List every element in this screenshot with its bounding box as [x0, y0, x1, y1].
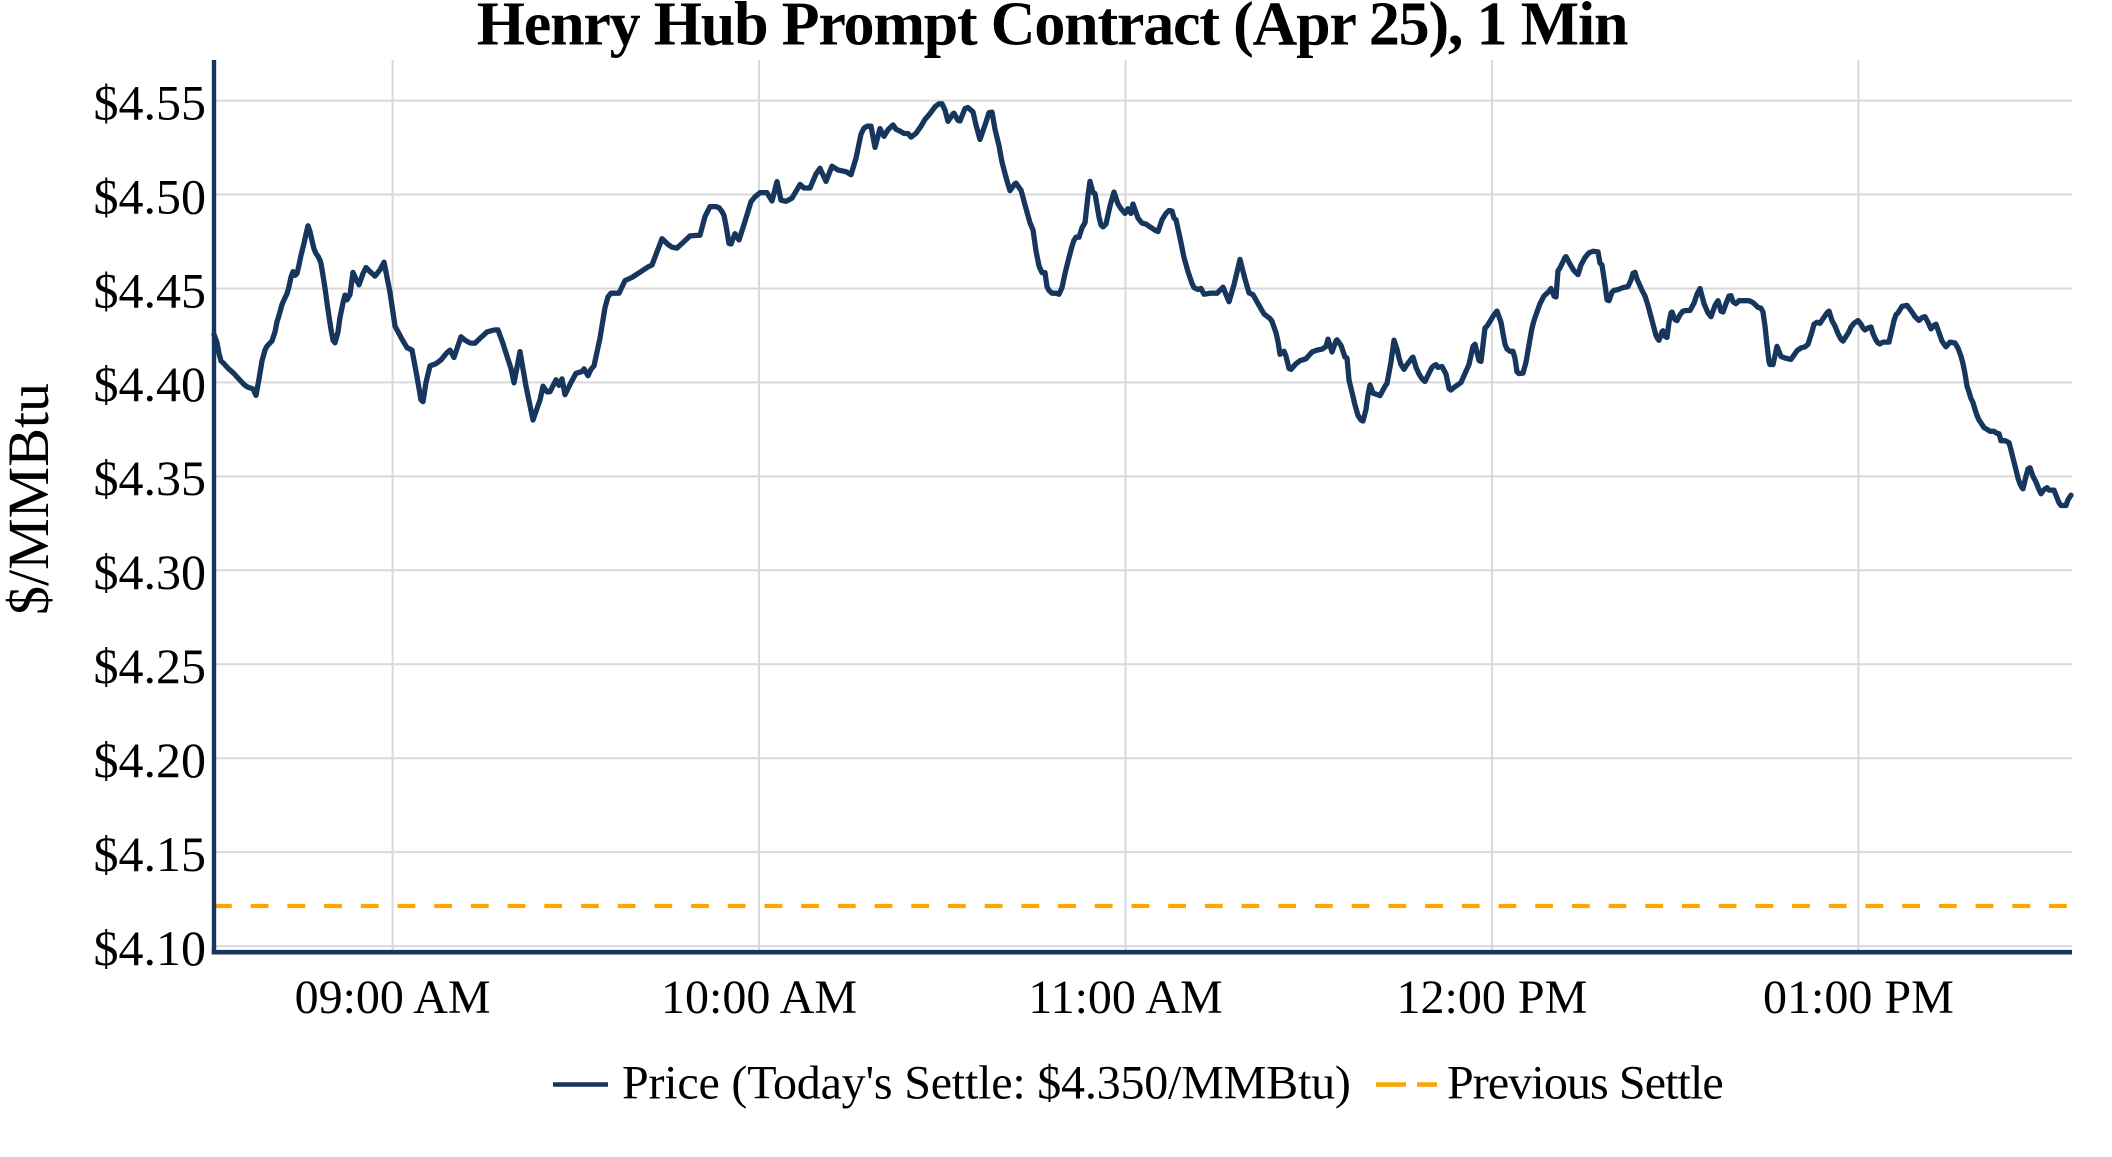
- svg-text:$4.50: $4.50: [94, 168, 207, 224]
- svg-text:$4.30: $4.30: [94, 544, 207, 600]
- svg-text:$4.40: $4.40: [94, 356, 207, 412]
- svg-text:10:00 AM: 10:00 AM: [661, 971, 857, 1024]
- svg-text:$4.55: $4.55: [94, 74, 207, 130]
- svg-text:Price (Today's Settle: $4.350/: Price (Today's Settle: $4.350/MMBtu): [622, 1057, 1351, 1110]
- svg-text:$4.25: $4.25: [94, 638, 207, 694]
- svg-text:$4.45: $4.45: [94, 262, 207, 318]
- svg-text:09:00 AM: 09:00 AM: [295, 971, 491, 1024]
- svg-text:$4.20: $4.20: [94, 732, 207, 788]
- svg-text:$4.15: $4.15: [94, 826, 207, 882]
- svg-text:01:00 PM: 01:00 PM: [1763, 971, 1954, 1024]
- svg-text:Previous Settle: Previous Settle: [1447, 1057, 1723, 1110]
- svg-text:12:00 PM: 12:00 PM: [1397, 971, 1588, 1024]
- svg-text:$4.35: $4.35: [94, 450, 207, 506]
- svg-text:$4.10: $4.10: [94, 920, 207, 976]
- svg-text:Henry Hub Prompt Contract (Apr: Henry Hub Prompt Contract (Apr 25), 1 Mi…: [477, 0, 1628, 59]
- svg-text:11:00 AM: 11:00 AM: [1028, 971, 1222, 1024]
- svg-text:$/MMBtu: $/MMBtu: [0, 383, 61, 615]
